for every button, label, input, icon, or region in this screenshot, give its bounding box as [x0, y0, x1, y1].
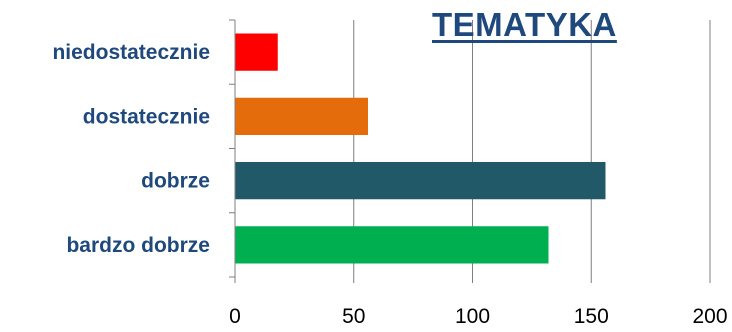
category-label: bardzo dobrze — [66, 234, 210, 257]
bar-dostatecznie — [235, 97, 368, 136]
x-tick-label: 100 — [455, 305, 490, 327]
axes — [229, 19, 711, 283]
x-tick-label: 200 — [692, 305, 727, 327]
x-tick-label: 0 — [229, 305, 241, 327]
category-label: niedostatecznie — [52, 41, 210, 64]
labels: 0 50 100 150 200 niedostatecznie dostatecznie d… — [52, 41, 727, 328]
bar-niedostatecznie — [235, 33, 278, 71]
chart-title: TEMATYKA — [432, 6, 617, 43]
bar-bardzo-dobrze — [235, 226, 549, 264]
category-label: dostatecznie — [83, 105, 210, 128]
bar-dobrze — [235, 161, 606, 200]
x-tick-label: 150 — [574, 305, 609, 327]
x-tick-label: 50 — [342, 305, 365, 327]
bars — [235, 33, 606, 264]
category-label: dobrze — [141, 170, 210, 193]
